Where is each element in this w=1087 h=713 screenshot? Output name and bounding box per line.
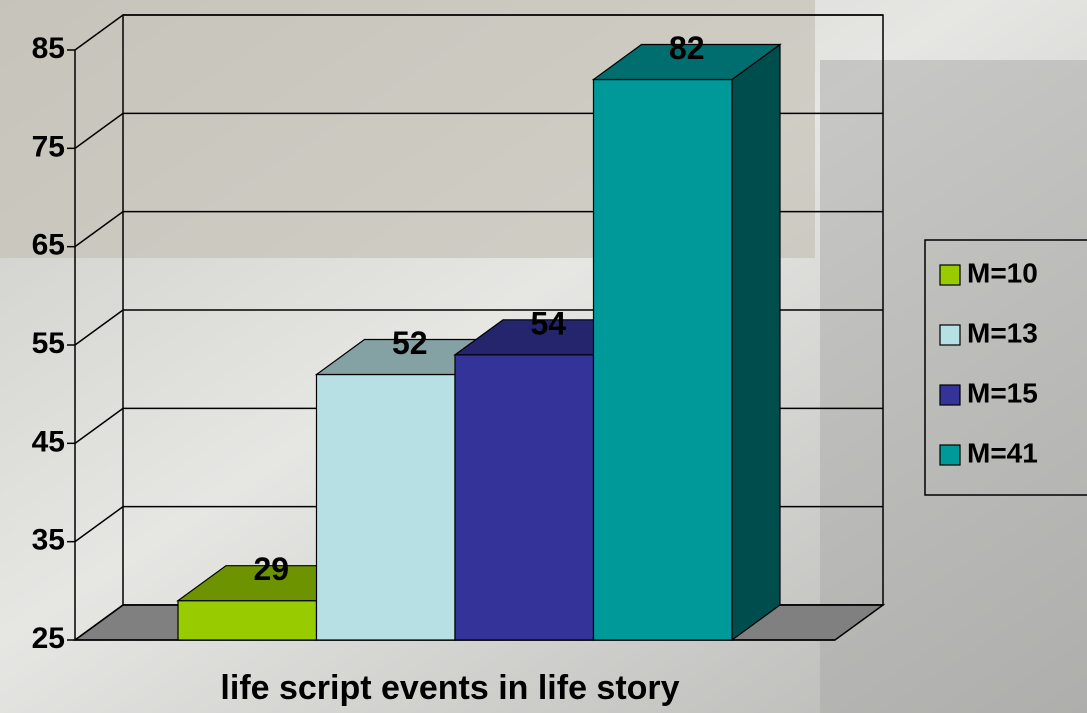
x-axis-label: life script events in life story (220, 669, 679, 707)
data-label: 29 (253, 551, 289, 587)
legend-label: M=15 (967, 377, 1038, 408)
legend-swatch (940, 325, 960, 345)
y-tick-label: 55 (32, 327, 65, 360)
y-tick-label: 45 (32, 425, 65, 458)
chart: 25 35 45 55 65 75 85 29 52 54 82 life script event… (0, 0, 1087, 713)
bar-side (732, 45, 780, 641)
data-label: 54 (530, 305, 566, 341)
legend-swatch (940, 445, 960, 465)
bar (455, 355, 594, 640)
data-label: 82 (669, 30, 705, 66)
page: 25 35 45 55 65 75 85 29 52 54 82 life script event… (0, 0, 1087, 713)
legend-swatch (940, 385, 960, 405)
y-tick-label: 85 (32, 32, 65, 65)
y-tick-label: 65 (32, 229, 65, 262)
legend-swatch (940, 265, 960, 285)
data-label: 52 (392, 325, 428, 361)
bar (178, 601, 317, 640)
y-tick-label: 25 (32, 622, 65, 655)
y-tick-label: 75 (32, 130, 65, 163)
bar (594, 80, 733, 641)
bar (317, 375, 456, 641)
legend-label: M=10 (967, 257, 1038, 288)
y-tick-label: 35 (32, 524, 65, 557)
legend-label: M=13 (967, 317, 1038, 348)
legend-label: M=41 (967, 437, 1038, 468)
